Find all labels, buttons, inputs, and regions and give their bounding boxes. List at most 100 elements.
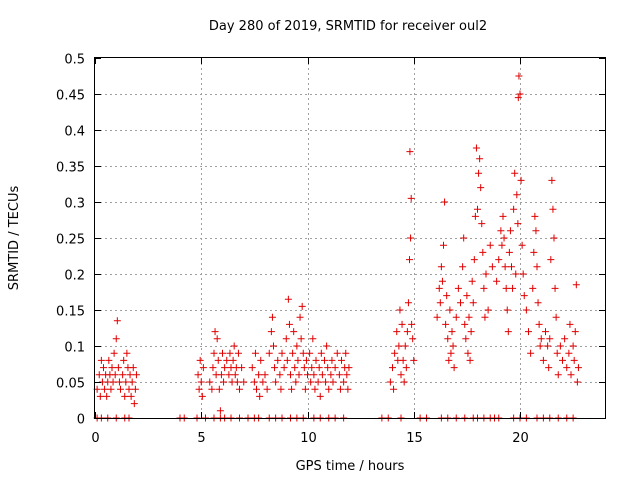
- data-point: [342, 349, 350, 357]
- data-point: [248, 364, 256, 372]
- data-point: [460, 234, 468, 242]
- data-point: [132, 371, 140, 379]
- data-point: [297, 335, 305, 343]
- data-point: [450, 364, 458, 372]
- data-point: [274, 356, 282, 364]
- data-point: [195, 385, 203, 393]
- data-point: [506, 227, 514, 235]
- data-point: [271, 364, 279, 372]
- data-point: [256, 392, 264, 400]
- data-point: [389, 364, 396, 372]
- data-point: [442, 320, 450, 328]
- data-point: [454, 284, 462, 292]
- data-point: [466, 356, 474, 364]
- data-point: [570, 356, 578, 364]
- data-point: [390, 385, 398, 393]
- data-point: [406, 148, 414, 156]
- data-point: [234, 349, 242, 357]
- data-point: [196, 356, 204, 364]
- data-point: [495, 256, 503, 264]
- data-point: [284, 295, 292, 303]
- data-point: [479, 248, 487, 256]
- data-point: [449, 342, 457, 350]
- data-point: [130, 400, 138, 408]
- data-point: [546, 335, 554, 343]
- data-point: [221, 364, 229, 372]
- data-point: [441, 198, 449, 206]
- data-point: [542, 328, 549, 336]
- data-point: [263, 385, 271, 393]
- y-tick-label: 0.5: [64, 53, 85, 68]
- x-tick-label: 10: [300, 431, 317, 446]
- data-point: [302, 356, 310, 364]
- data-point: [345, 364, 353, 372]
- data-point: [559, 356, 566, 364]
- data-point: [109, 378, 117, 386]
- series-SRMTID: [93, 72, 582, 415]
- y-axis-label: SRMTID / TECUs: [7, 186, 22, 291]
- data-point: [514, 94, 522, 102]
- data-point: [251, 349, 259, 357]
- data-point: [574, 364, 582, 372]
- data-point: [400, 378, 408, 386]
- data-point: [206, 378, 214, 386]
- data-point: [299, 349, 307, 357]
- data-point: [532, 227, 540, 235]
- data-point: [114, 364, 122, 372]
- data-point: [500, 234, 508, 242]
- data-point: [571, 328, 579, 336]
- data-point: [472, 144, 480, 152]
- data-point: [216, 407, 224, 415]
- data-point: [444, 335, 452, 343]
- data-point: [101, 385, 109, 393]
- y-tick-label: 0.45: [56, 89, 85, 104]
- data-point: [525, 328, 532, 336]
- data-point: [95, 371, 103, 379]
- data-point: [535, 320, 543, 328]
- data-point: [323, 342, 331, 350]
- data-point: [549, 205, 557, 213]
- x-tick-label: 20: [512, 431, 529, 446]
- data-point: [257, 356, 265, 364]
- data-point: [409, 335, 417, 343]
- data-point: [97, 356, 105, 364]
- data-point: [539, 356, 547, 364]
- data-point: [551, 284, 559, 292]
- data-point: [537, 335, 545, 343]
- data-point: [331, 364, 339, 372]
- data-point: [393, 328, 401, 336]
- y-tick-label: 0.4: [64, 125, 85, 140]
- data-point: [199, 364, 207, 372]
- data-point: [402, 364, 410, 372]
- data-point: [520, 292, 528, 300]
- data-point: [307, 378, 315, 386]
- data-point: [253, 385, 260, 393]
- chart-title: Day 280 of 2019, SRMTID for receiver oul…: [209, 19, 487, 34]
- data-point: [498, 241, 506, 249]
- data-point: [107, 385, 115, 393]
- data-points: [93, 72, 582, 422]
- data-point: [536, 342, 544, 350]
- data-point: [461, 320, 469, 328]
- y-tick-label: 0.1: [64, 341, 85, 356]
- data-point: [544, 342, 552, 350]
- data-point: [438, 277, 446, 285]
- data-point: [289, 349, 297, 357]
- data-point: [462, 335, 470, 343]
- data-point: [463, 292, 471, 300]
- data-point: [105, 356, 113, 364]
- data-point: [322, 378, 330, 386]
- data-point: [572, 281, 580, 289]
- y-tick-label: 0: [77, 413, 85, 428]
- data-point: [278, 349, 286, 357]
- data-point: [100, 364, 107, 372]
- data-point: [565, 349, 573, 357]
- data-point: [386, 378, 394, 386]
- data-point: [285, 320, 293, 328]
- data-point: [233, 378, 241, 386]
- data-point: [493, 277, 501, 285]
- data-point: [513, 191, 521, 199]
- data-point: [488, 263, 496, 271]
- data-point: [443, 292, 451, 300]
- data-point: [103, 392, 111, 400]
